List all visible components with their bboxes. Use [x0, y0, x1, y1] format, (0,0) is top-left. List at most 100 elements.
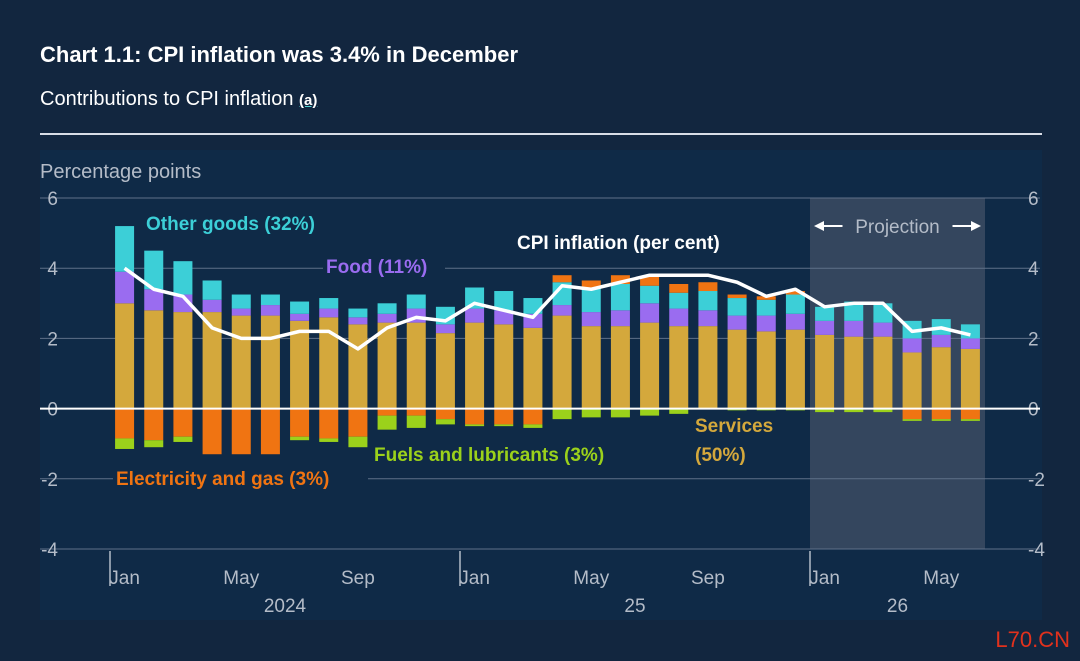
- bar-food: [465, 308, 485, 323]
- bar-services: [319, 317, 339, 409]
- y-tick-right: -2: [1028, 470, 1045, 491]
- bar-other_goods: [873, 303, 893, 323]
- bar-fuels: [581, 408, 601, 418]
- bar-fuels: [173, 436, 193, 442]
- subtitle-text: Contributions to CPI inflation: [40, 88, 300, 110]
- bar-food: [494, 310, 514, 325]
- bar-electricity: [610, 275, 630, 284]
- bar-food: [640, 303, 660, 323]
- bar-food: [202, 299, 222, 313]
- bar-food: [902, 338, 922, 353]
- y-tick-left: -2: [41, 470, 58, 491]
- x-year-label: 2024: [264, 596, 307, 617]
- y-tick-right: 0: [1028, 400, 1039, 421]
- bar-fuels: [640, 408, 660, 416]
- bar-services: [727, 329, 747, 409]
- bar-services: [610, 326, 630, 409]
- bar-electricity: [552, 275, 572, 283]
- bar-food: [756, 315, 776, 332]
- y-tick-left: 2: [47, 329, 58, 350]
- bar-services: [581, 326, 601, 409]
- bar-food: [260, 305, 280, 316]
- bar-other_goods: [115, 226, 135, 272]
- bar-electricity: [581, 280, 601, 288]
- watermark: L70.CN: [995, 627, 1070, 652]
- bar-fuels: [144, 440, 164, 448]
- bar-electricity: [494, 408, 514, 425]
- bar-services: [202, 312, 222, 409]
- bar-electricity: [115, 408, 135, 439]
- x-tick-label: Sep: [341, 568, 375, 589]
- bar-food: [231, 308, 251, 316]
- bar-services: [465, 322, 485, 409]
- bar-services: [815, 334, 835, 409]
- bar-electricity: [435, 408, 455, 420]
- projection-label: Projection: [855, 217, 940, 238]
- bar-other_goods: [669, 292, 689, 309]
- bar-food: [319, 308, 339, 318]
- bar-food: [844, 320, 864, 337]
- bar-services: [873, 336, 893, 409]
- projection-arrowhead-left: [814, 221, 824, 231]
- bar-food: [669, 308, 689, 327]
- bar-electricity: [231, 408, 251, 455]
- bar-fuels: [669, 408, 689, 414]
- chart-title: Chart 1.1: CPI inflation was 3.4% in Dec…: [40, 42, 519, 67]
- y-tick-right: 4: [1028, 259, 1039, 280]
- bar-electricity: [144, 408, 164, 441]
- bar-other_goods: [815, 306, 835, 321]
- bar-electricity: [785, 291, 805, 295]
- bar-fuels: [873, 408, 893, 413]
- bar-services: [698, 326, 718, 409]
- bar-other_goods: [406, 294, 426, 309]
- bar-services: [960, 348, 980, 409]
- bar-other_goods: [581, 287, 601, 313]
- bar-electricity: [260, 408, 280, 455]
- bar-services: [406, 322, 426, 409]
- x-year-label: 25: [624, 596, 645, 617]
- x-tick-label: Sep: [691, 568, 725, 589]
- bar-food: [960, 338, 980, 349]
- bar-fuels: [377, 415, 397, 430]
- bar-food: [435, 324, 455, 334]
- bar-electricity: [640, 276, 660, 286]
- annotation-bg: [323, 254, 445, 278]
- footnote-link[interactable]: (a): [299, 92, 318, 109]
- bar-fuels: [348, 436, 368, 448]
- bar-other_goods: [960, 324, 980, 339]
- bar-fuels: [290, 436, 310, 441]
- bar-services: [844, 336, 864, 409]
- bar-services: [669, 326, 689, 409]
- annotation-line: CPI inflation (per cent): [517, 233, 720, 254]
- bar-services: [640, 322, 660, 409]
- annotation-services: (50%): [695, 445, 746, 466]
- bar-food: [785, 313, 805, 330]
- bar-electricity: [902, 408, 922, 420]
- annotation-fuels: Fuels and lubricants (3%): [374, 445, 604, 466]
- bar-electricity: [727, 294, 747, 299]
- bar-other_goods: [144, 250, 164, 290]
- bar-other_goods: [173, 261, 193, 295]
- bar-food: [290, 313, 310, 321]
- annotation-electricity: Electricity and gas (3%): [116, 469, 329, 490]
- bar-fuels: [465, 424, 485, 427]
- bar-services: [290, 320, 310, 409]
- bar-electricity: [465, 408, 485, 425]
- chart-subtitle: Contributions to CPI inflation (a): [40, 88, 317, 111]
- annotation-bg: [113, 466, 368, 490]
- bar-other_goods: [698, 291, 718, 311]
- bar-other_goods: [202, 280, 222, 300]
- bar-food: [727, 315, 747, 330]
- bar-electricity: [319, 408, 339, 439]
- bar-services: [348, 324, 368, 409]
- bar-fuels: [844, 408, 864, 413]
- bar-services: [756, 331, 776, 409]
- bar-electricity: [931, 408, 951, 420]
- x-year-label: 26: [887, 596, 908, 617]
- x-tick-label: Jan: [109, 568, 140, 589]
- bar-other_goods: [319, 298, 339, 309]
- bar-other_goods: [231, 294, 251, 309]
- cpi-line: [123, 266, 971, 351]
- bar-food: [610, 310, 630, 327]
- bar-electricity: [290, 408, 310, 437]
